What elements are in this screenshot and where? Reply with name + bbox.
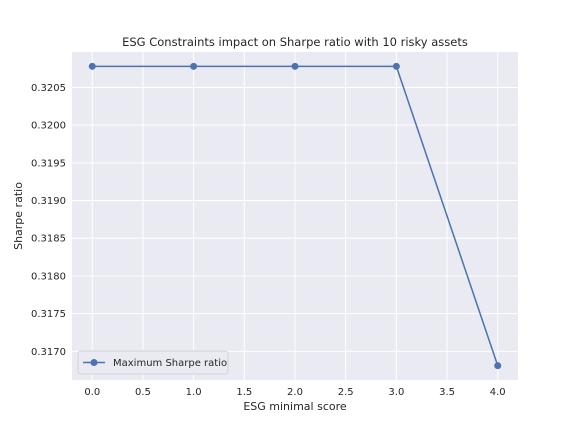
- x-tick-label: 3.0: [388, 387, 404, 398]
- legend-box: [77, 350, 229, 375]
- y-tick-label: 0.3190: [31, 196, 66, 207]
- x-tick-label: 4.0: [490, 387, 506, 398]
- data-point: [494, 362, 502, 370]
- y-grid: [72, 86, 518, 352]
- data-point: [88, 62, 96, 70]
- y-tick-labels: 0.3170 0.3175 0.3180 0.3185 0.3190 0.3195 0.32…: [31, 83, 66, 358]
- y-tick-label: 0.3170: [31, 347, 66, 358]
- x-axis-label: ESG minimal score: [243, 400, 347, 413]
- x-tick-label: 1.0: [186, 387, 202, 398]
- x-tick-labels: 0.0 0.5 1.0 1.5 2.0 2.5 3.0 3.5 4.0: [84, 387, 505, 398]
- data-point: [392, 62, 400, 70]
- x-tick-label: 2.5: [338, 387, 354, 398]
- legend: Maximum Sharpe ratio: [77, 350, 229, 375]
- x-grid: [91, 52, 499, 380]
- x-tick-label: 0.0: [84, 387, 100, 398]
- x-tick-label: 2.0: [287, 387, 303, 398]
- y-tick-label: 0.3200: [31, 121, 66, 132]
- data-point: [190, 62, 198, 70]
- legend-marker: [90, 359, 98, 366]
- chart-title: ESG Constraints impact on Sharpe ratio w…: [122, 35, 468, 49]
- y-tick-label: 0.3175: [31, 309, 66, 320]
- y-axis-label: Sharpe ratio: [12, 182, 25, 250]
- x-tick-label: 3.5: [439, 387, 455, 398]
- x-tick-label: 1.5: [236, 387, 252, 398]
- y-tick-label: 0.3205: [31, 83, 66, 94]
- legend-label: Maximum Sharpe ratio: [113, 358, 227, 369]
- data-point: [291, 62, 299, 70]
- series-group: [88, 62, 502, 370]
- x-tick-label: 0.5: [135, 387, 151, 398]
- y-tick-label: 0.3185: [31, 234, 66, 245]
- y-tick-label: 0.3195: [31, 158, 66, 169]
- y-tick-label: 0.3180: [31, 271, 66, 282]
